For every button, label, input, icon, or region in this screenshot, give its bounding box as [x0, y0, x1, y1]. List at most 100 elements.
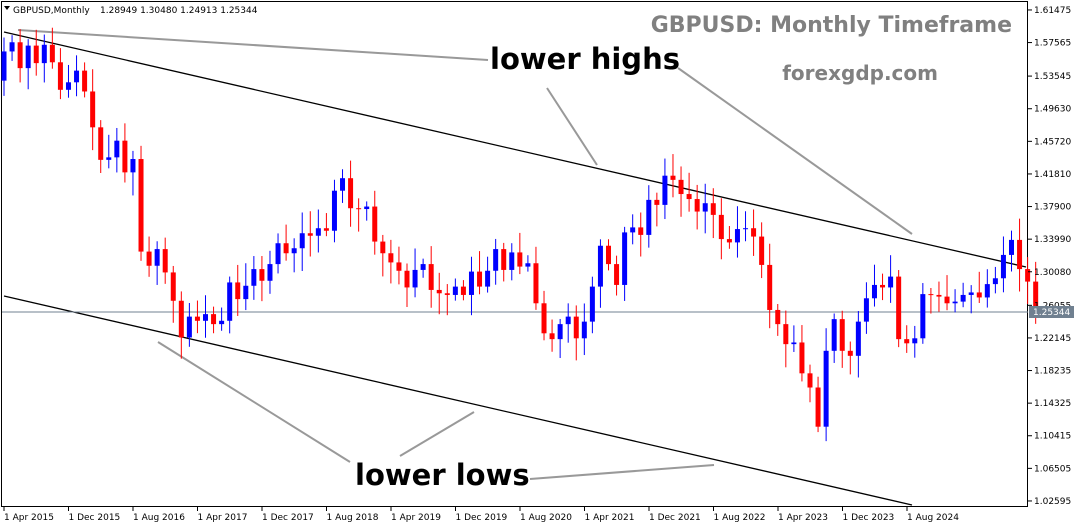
x-tick-label: 1 Dec 2021: [649, 513, 701, 523]
bear-candle: [49, 44, 55, 63]
bull-candle: [960, 294, 966, 302]
connector-low-3: [529, 464, 715, 480]
x-tick-label: 1 Dec 2017: [262, 513, 314, 523]
x-tick-label: 1 Apr 2023: [778, 513, 828, 523]
bull-candle: [485, 270, 491, 287]
chart-title: GBPUSD: Monthly Timeframe: [651, 13, 1012, 38]
bull-candle: [1000, 254, 1006, 279]
bull-candle: [589, 286, 595, 322]
bear-candle: [380, 241, 386, 254]
bear-candle: [880, 284, 886, 288]
bear-candle: [501, 249, 507, 270]
bear-candle: [82, 70, 88, 92]
bear-candle: [307, 233, 313, 236]
bear-candle: [211, 314, 217, 325]
bull-candle: [340, 178, 346, 191]
bear-candle: [976, 292, 982, 298]
connector-low-1: [157, 341, 351, 463]
bull-candle: [114, 140, 120, 158]
bull-candle: [299, 233, 305, 249]
bull-candle: [468, 271, 474, 295]
bear-candle: [90, 91, 96, 128]
triangle-down-icon[interactable]: [4, 6, 10, 10]
bull-candle: [581, 321, 587, 339]
connector-high-3: [677, 67, 913, 235]
bear-candle: [775, 309, 781, 325]
bear-candle: [460, 286, 466, 295]
bull-candle: [420, 264, 426, 270]
site-label: forexgdp.com: [782, 61, 938, 85]
bear-candle: [759, 236, 765, 265]
bull-candle: [219, 320, 225, 325]
bear-candle: [33, 45, 39, 64]
bear-candle: [404, 270, 410, 288]
connector-high-2: [546, 87, 598, 166]
bear-candle: [815, 387, 821, 427]
bull-candle: [65, 82, 71, 90]
bear-candle: [194, 316, 200, 321]
bear-candle: [178, 300, 184, 338]
bear-candle: [541, 303, 547, 334]
bull-candle: [734, 229, 740, 243]
bear-candle: [477, 271, 483, 287]
bear-candle: [847, 350, 853, 356]
y-tick-label: 1.53545: [1034, 72, 1071, 82]
bull-candle: [203, 314, 208, 321]
bear-candle: [396, 262, 402, 271]
bear-candle: [517, 252, 523, 267]
bull-candle: [106, 157, 112, 160]
bear-candle: [259, 269, 265, 281]
bull-candle: [25, 45, 31, 69]
bear-candle: [718, 214, 724, 240]
bear-candle: [928, 294, 934, 296]
bull-candle: [984, 284, 990, 298]
bull-candle: [557, 324, 563, 340]
y-tick-label: 1.22145: [1034, 334, 1071, 344]
x-tick-label: 1 Dec 2023: [843, 513, 895, 523]
lower-highs-label: lower highs: [490, 42, 680, 76]
bear-candle: [146, 251, 152, 266]
lower-trendline: [3, 295, 913, 506]
bull-candle: [364, 206, 370, 210]
lower-lows-label: lower lows: [355, 458, 530, 492]
y-tick-label: 1.49630: [1034, 105, 1071, 115]
bear-candle: [726, 239, 732, 243]
annotation-connectors: [17, 29, 913, 480]
bull-candle: [509, 252, 515, 270]
bull-candle: [622, 232, 628, 285]
x-tick-label: 1 Aug 2020: [520, 513, 572, 523]
bear-candle: [606, 245, 611, 265]
bull-candle: [243, 285, 249, 300]
bear-candle: [751, 228, 757, 237]
bull-candle: [452, 286, 458, 295]
bull-candle: [565, 316, 571, 325]
bear-candle: [122, 140, 128, 173]
x-tick-label: 1 Dec 2015: [69, 513, 121, 523]
bear-candle: [436, 289, 442, 294]
y-tick-label: 1.18235: [1034, 367, 1071, 377]
bull-candle: [331, 190, 337, 231]
y-tick-label: 1.57565: [1034, 39, 1071, 49]
x-tick-label: 1 Aug 2018: [327, 513, 379, 523]
plot-frame: [1, 1, 1028, 507]
bear-candle: [372, 206, 378, 242]
bear-candle: [783, 324, 789, 345]
current-price-label: 1.25344: [1033, 308, 1070, 318]
bull-candle: [154, 249, 160, 266]
bear-candle: [694, 199, 700, 212]
bear-candle: [1025, 269, 1031, 282]
bear-candle: [670, 175, 676, 180]
bull-candle: [412, 269, 418, 288]
bear-candle: [444, 293, 450, 295]
bear-candle: [710, 203, 716, 215]
bear-candle: [533, 263, 539, 304]
y-tick-label: 1.30080: [1034, 268, 1071, 278]
connector-low-2: [399, 411, 475, 457]
x-tick-label: 1 Aug 2016: [133, 513, 185, 523]
ohlc-label: 1.28949 1.30480 1.24913 1.25344: [100, 6, 258, 16]
bull-candle: [275, 243, 281, 265]
bull-candle: [130, 159, 136, 173]
bull-candle: [743, 228, 749, 230]
bull-candle: [186, 316, 192, 338]
x-tick-label: 1 Apr 2019: [391, 513, 441, 523]
